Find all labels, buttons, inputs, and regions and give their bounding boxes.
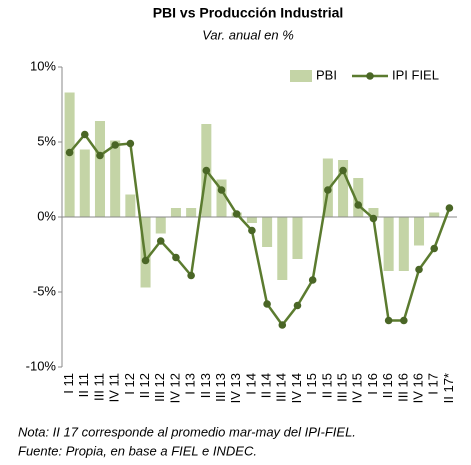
x-tick-label: II 13 [198,373,213,398]
bar [262,217,273,247]
x-tick-label: IV 16 [410,373,425,403]
bar [398,217,409,271]
bar [79,149,90,217]
x-tick-label: III 13 [213,373,228,402]
x-tick-label: I 17 [426,373,441,395]
x-tick-label: I 14 [243,373,258,395]
legend-swatch [366,72,374,80]
point [339,166,347,175]
x-tick-label: II 16 [380,373,395,398]
x-tick-label: II 17* [441,373,456,403]
point [293,301,302,310]
point [217,186,226,194]
x-tick-label: I 16 [365,373,380,395]
bar [125,194,136,217]
point [354,201,363,209]
x-tick-label: III 11 [91,373,106,401]
note: Fuente: Propia, en base a FIEL e INDEC. [18,443,257,458]
x-tick-label: II 14 [259,373,274,398]
x-tick-label: III 14 [274,373,289,402]
x-tick-label: III 16 [395,373,410,402]
y-tick-label: -10% [26,358,57,373]
point [430,244,439,253]
bar [246,217,257,223]
bar [414,217,425,246]
x-tick-label: III 12 [152,373,167,402]
point [202,166,211,175]
y-tick-label: 5% [37,133,56,148]
point [126,139,135,148]
point [400,316,408,325]
chart-subtitle: Var. anual en % [202,27,294,42]
point [369,214,378,223]
x-tick-label: I 15 [304,373,319,395]
point [96,151,104,160]
note: Nota: II 17 corresponde al promedio mar-… [18,424,356,439]
x-tick-label: II 12 [137,373,152,398]
point [156,237,165,245]
bar [216,179,227,217]
bar [186,208,197,217]
bar [368,208,379,217]
x-tick-label: IV 11 [107,373,122,402]
x-tick-label: I 11 [61,373,76,394]
bar [353,178,364,217]
y-tick-label: 0% [37,208,56,223]
point [445,204,454,212]
point [187,271,195,280]
bar [94,121,105,217]
point [232,210,241,218]
bar [429,212,440,217]
bar [155,217,166,234]
point [278,321,287,329]
point [65,148,74,157]
bar [292,217,303,259]
point [248,226,256,235]
point [172,253,180,262]
legend-label: IPI FIEL [392,67,439,82]
point [263,300,271,308]
x-tick-label: IV 14 [289,373,304,403]
bar [338,160,349,217]
point [384,316,393,325]
chart-title: PBI vs Producción Industrial [153,5,344,21]
point [308,276,317,284]
point [141,256,150,265]
y-tick-label: -5% [33,283,57,298]
x-tick-label: I 12 [122,373,137,395]
point [324,186,332,194]
x-tick-label: IV 12 [167,373,182,403]
x-tick-label: IV 13 [228,373,243,403]
point [415,265,423,274]
x-tick-label: II 11 [76,373,91,397]
legend-swatch [290,70,312,82]
legend-label: PBI [316,67,337,82]
x-tick-label: I 13 [183,373,198,395]
bar [383,217,394,271]
bar [170,208,181,217]
x-tick-label: III 15 [334,373,349,402]
x-tick-label: II 15 [319,373,334,398]
point [111,141,119,149]
bar [110,140,121,217]
x-tick-label: IV 15 [350,373,365,403]
y-tick-label: 10% [30,58,56,73]
point [80,130,89,139]
bar [277,217,288,280]
line [68,132,451,328]
